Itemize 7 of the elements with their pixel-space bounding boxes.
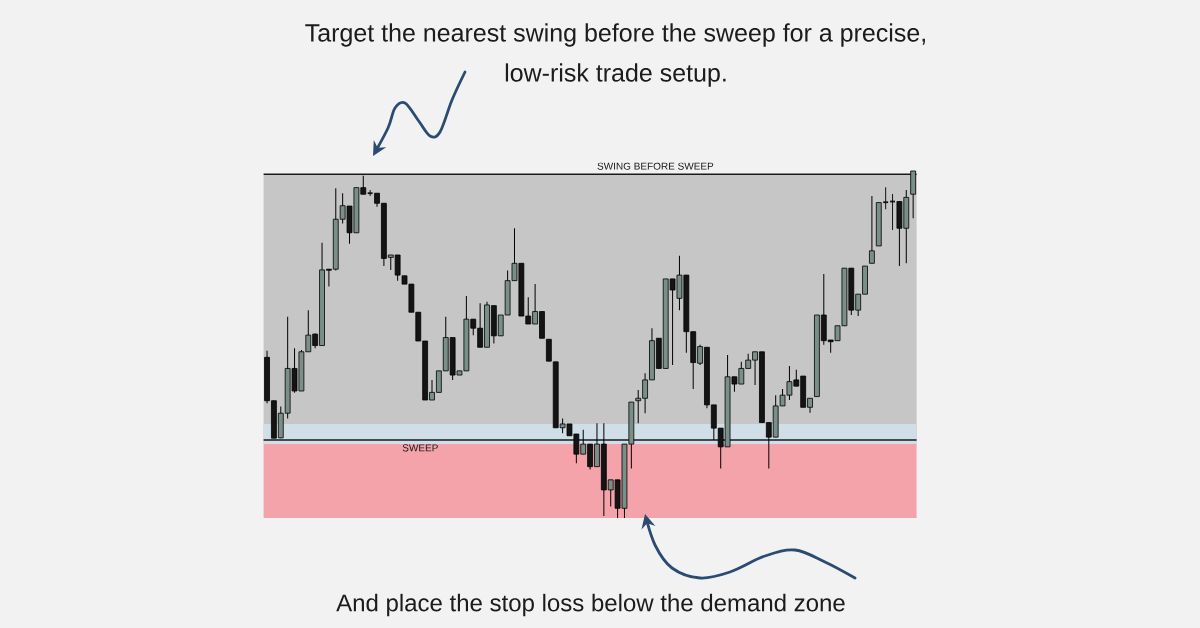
ref-line-label: SWING BEFORE SWEEP [597, 162, 714, 170]
chart-title: Target the nearest swing before the sweep for a precise, low-risk trade setup. [305, 23, 925, 87]
candlestick [910, 170, 917, 219]
text: And place the stop loss below the demand zone [336, 593, 845, 617]
candlestick [882, 186, 890, 210]
ref-line-label: SWEEP [402, 444, 438, 452]
candlestick [869, 195, 875, 264]
